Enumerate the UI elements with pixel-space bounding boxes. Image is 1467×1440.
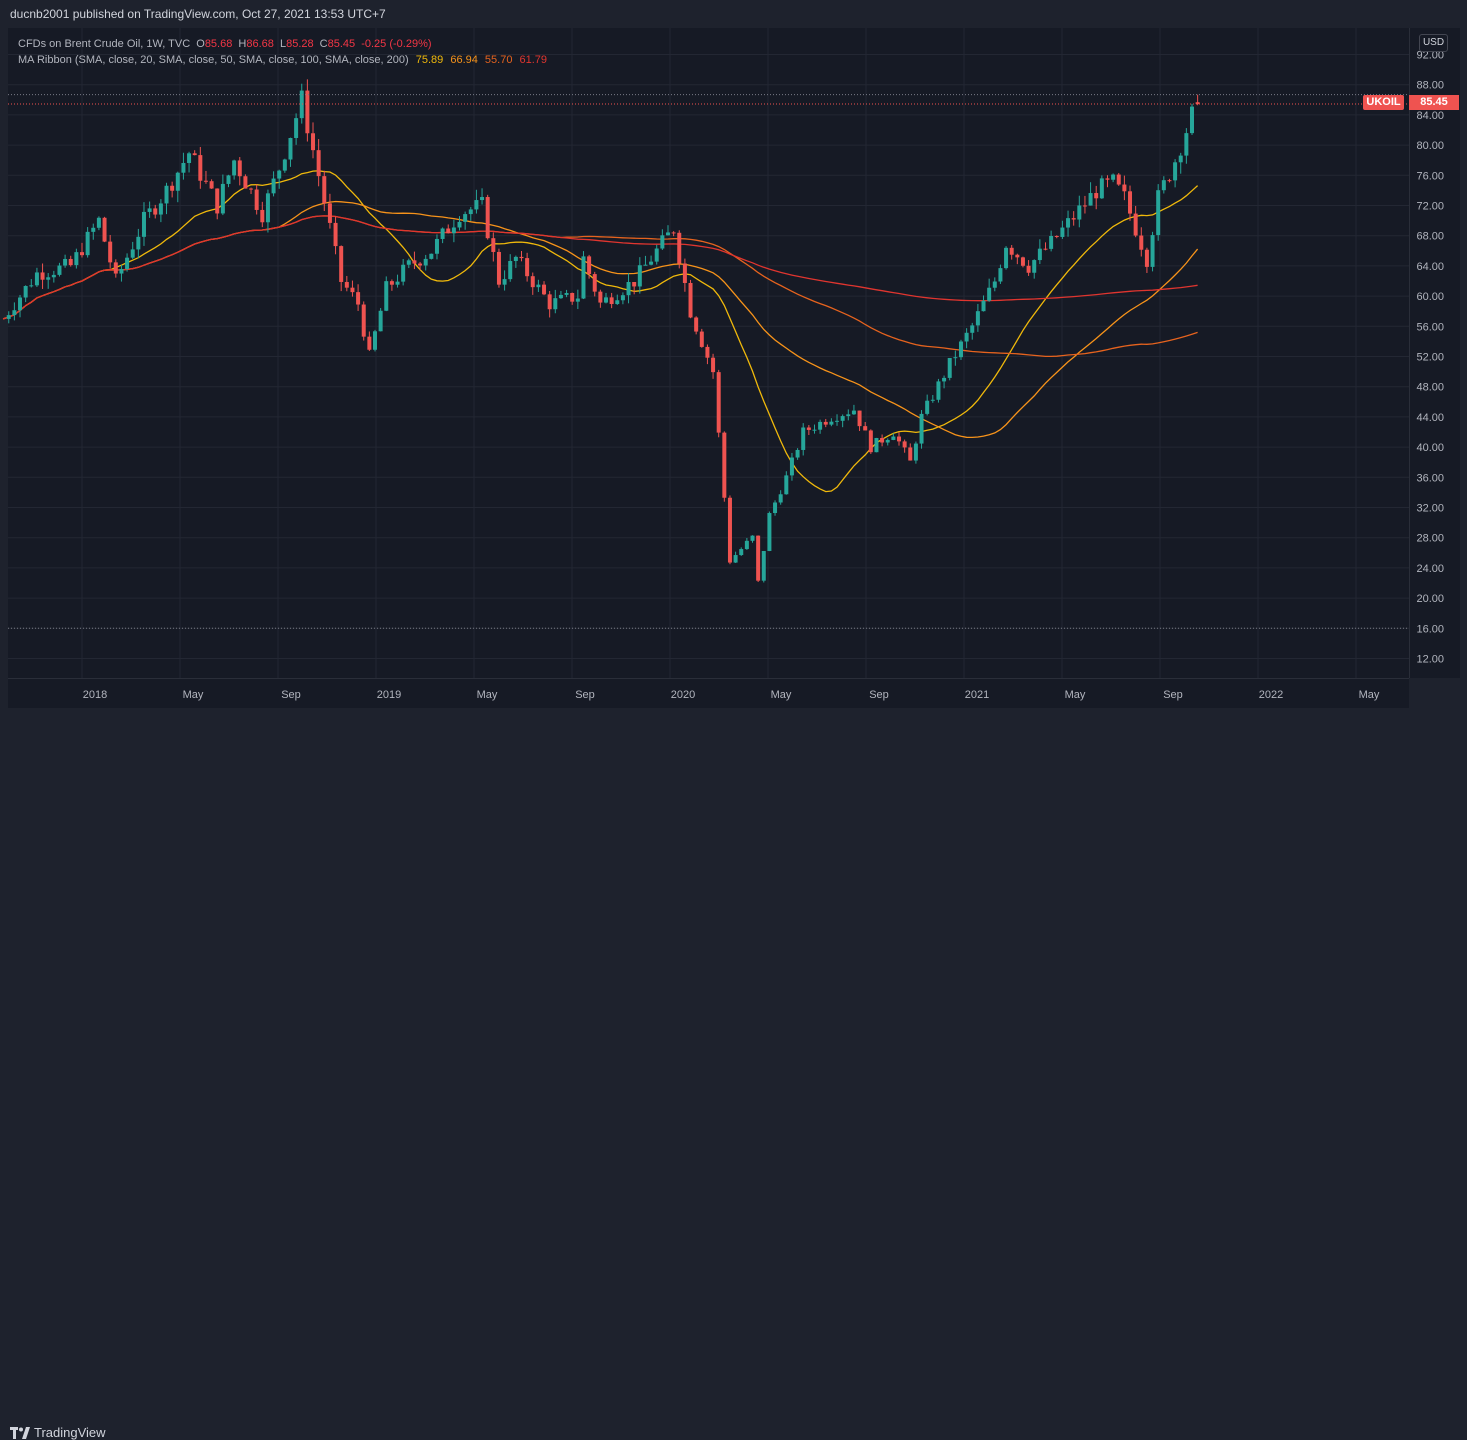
ohlc-high-value: 86.68 <box>246 38 274 50</box>
tradingview-logo-icon <box>10 1426 30 1439</box>
ohlc-low-value: 85.28 <box>286 38 314 50</box>
currency-button[interactable]: USD <box>1419 34 1448 52</box>
ma-ribbon-label: MA Ribbon (SMA, close, 20, SMA, close, 5… <box>18 54 409 66</box>
symbol-title: CFDs on Brent Crude Oil, 1W, TVC <box>18 38 191 50</box>
ohlc-close-value: 85.45 <box>327 38 356 50</box>
ma100-value: 55.70 <box>484 54 513 66</box>
time-axis[interactable] <box>8 678 1409 709</box>
ohlc-close-label: C <box>319 38 328 50</box>
publish-info: ducnb2001 published on TradingView.com, … <box>10 7 386 21</box>
ma20-value: 75.89 <box>415 54 444 66</box>
price-change: -0.25 (-0.29%) <box>361 38 432 50</box>
ma50-value: 66.94 <box>450 54 478 66</box>
ma-ribbon-legend-row[interactable]: MA Ribbon (SMA, close, 20, SMA, close, 5… <box>18 52 547 68</box>
tradingview-logo[interactable]: TradingView <box>10 1425 106 1440</box>
ohlc-low-label: L <box>279 38 287 50</box>
ohlc-open-value: 85.68 <box>204 38 233 50</box>
footer: TradingView <box>0 708 1467 1440</box>
symbol-tag-label: UKOIL <box>1366 96 1401 108</box>
symbol-legend-row[interactable]: CFDs on Brent Crude Oil, 1W, TVC O85.68 … <box>18 36 547 52</box>
chart-legend: CFDs on Brent Crude Oil, 1W, TVC O85.68 … <box>18 36 547 68</box>
last-price-label: 85.45 <box>1420 96 1448 108</box>
currency-label: USD <box>1422 37 1445 48</box>
chart-pane[interactable] <box>8 28 1409 678</box>
symbol-price-tag: UKOIL <box>1363 95 1404 110</box>
ohlc-high-label: H <box>238 38 247 50</box>
last-price-tag: 85.45 <box>1409 95 1459 110</box>
ohlc-open-label: O <box>196 38 205 50</box>
ma200-value: 61.79 <box>519 54 548 66</box>
tradingview-brand: TradingView <box>34 1425 106 1440</box>
price-scale[interactable] <box>1409 28 1460 678</box>
publish-header: ducnb2001 published on TradingView.com, … <box>0 0 1467 28</box>
